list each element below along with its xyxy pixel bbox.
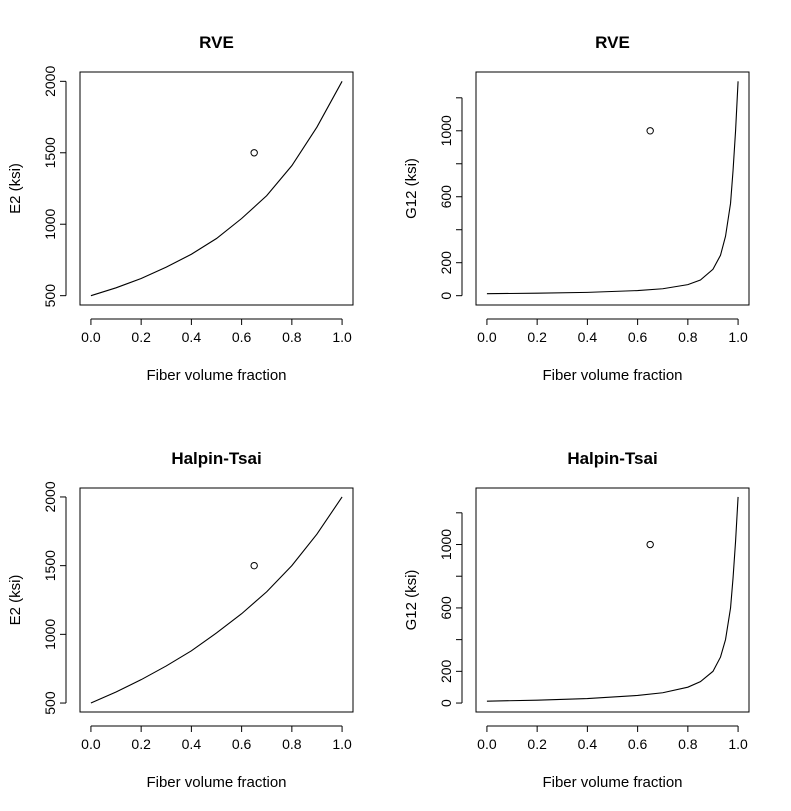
model-curve bbox=[486, 81, 739, 295]
x-tick-label: 0.6 bbox=[628, 736, 648, 752]
y-axis-label: E2 (ksi) bbox=[7, 163, 24, 214]
x-tick-label: 0.6 bbox=[232, 736, 252, 752]
plot-frame bbox=[475, 71, 750, 306]
x-tick-label: 0.8 bbox=[282, 329, 302, 345]
y-tick-label: 500 bbox=[42, 691, 58, 715]
y-tick-label: 200 bbox=[438, 251, 454, 275]
y-tick-label: 200 bbox=[438, 659, 454, 683]
x-tick-label: 0.2 bbox=[527, 329, 547, 345]
plot-frame bbox=[79, 71, 354, 306]
x-axis-label: Fiber volume fraction bbox=[146, 367, 286, 384]
x-axis-label: Fiber volume fraction bbox=[146, 774, 286, 791]
x-tick-label: 0.2 bbox=[131, 736, 151, 752]
model-curve bbox=[486, 496, 739, 702]
y-tick-label: 0 bbox=[438, 292, 454, 300]
x-tick-label: 0.0 bbox=[81, 329, 101, 345]
x-tick-label: 0.8 bbox=[282, 736, 302, 752]
x-tick-label: 0.4 bbox=[578, 329, 598, 345]
model-curve bbox=[90, 496, 343, 704]
y-tick-label: 1500 bbox=[42, 550, 58, 581]
x-tick-label: 0.4 bbox=[182, 736, 202, 752]
x-axis-label: Fiber volume fraction bbox=[542, 367, 682, 384]
x-tick-label: 1.0 bbox=[332, 736, 352, 752]
x-tick-label: 0.8 bbox=[678, 736, 698, 752]
y-tick-label: 1500 bbox=[42, 137, 58, 168]
x-tick-label: 0.0 bbox=[81, 736, 101, 752]
y-axis-label: E2 (ksi) bbox=[7, 575, 24, 626]
y-tick-label: 500 bbox=[42, 284, 58, 308]
chart-title: RVE bbox=[199, 33, 234, 52]
data-point bbox=[646, 127, 654, 135]
x-tick-label: 0.8 bbox=[678, 329, 698, 345]
chart-title: Halpin-Tsai bbox=[171, 449, 261, 468]
plot-frame bbox=[475, 487, 750, 713]
panel-2: RVE 0.0 0.2 0.4 0.6 0.8 1.0 Fiber volume fracti… bbox=[403, 33, 750, 384]
x-axis-label: Fiber volume fraction bbox=[542, 774, 682, 791]
y-tick-label: 1000 bbox=[438, 115, 454, 146]
data-point bbox=[646, 540, 654, 549]
data-point bbox=[250, 149, 258, 157]
y-tick-label: 0 bbox=[438, 699, 454, 707]
y-tick-label: 1000 bbox=[438, 529, 454, 560]
panel-3: Halpin-Tsai 0.0 0.2 0.4 0.6 0.8 1.0 Fiber volum… bbox=[7, 449, 354, 791]
x-tick-label: 0.4 bbox=[578, 736, 598, 752]
y-tick-label: 600 bbox=[438, 596, 454, 620]
y-axis-label: G12 (ksi) bbox=[403, 570, 420, 631]
plot-frame bbox=[79, 487, 354, 713]
x-tick-label: 1.0 bbox=[332, 329, 352, 345]
chart-title: Halpin-Tsai bbox=[567, 449, 657, 468]
model-curve bbox=[90, 81, 343, 297]
y-axis-label: G12 (ksi) bbox=[403, 158, 420, 219]
x-tick-label: 0.6 bbox=[628, 329, 648, 345]
x-tick-label: 0.2 bbox=[527, 736, 547, 752]
x-tick-label: 0.4 bbox=[182, 329, 202, 345]
panel-4: Halpin-Tsai 0.0 0.2 0.4 0.6 0.8 1.0 Fiber volum… bbox=[403, 449, 750, 791]
x-tick-label: 0.6 bbox=[232, 329, 252, 345]
x-tick-label: 0.0 bbox=[477, 736, 497, 752]
y-tick-label: 1000 bbox=[42, 208, 58, 239]
y-tick-label: 600 bbox=[438, 185, 454, 209]
panel-1: RVE 0.0 0.2 0.4 0.6 0.8 1.0 Fiber volume fracti… bbox=[7, 33, 354, 384]
y-tick-label: 1000 bbox=[42, 619, 58, 650]
x-tick-label: 0.2 bbox=[131, 329, 151, 345]
y-tick-label: 2000 bbox=[42, 481, 58, 512]
chart-title: RVE bbox=[595, 33, 630, 52]
x-tick-label: 1.0 bbox=[728, 329, 748, 345]
x-tick-label: 0.0 bbox=[477, 329, 497, 345]
data-point bbox=[250, 561, 258, 570]
x-tick-label: 1.0 bbox=[728, 736, 748, 752]
y-tick-label: 2000 bbox=[42, 66, 58, 97]
